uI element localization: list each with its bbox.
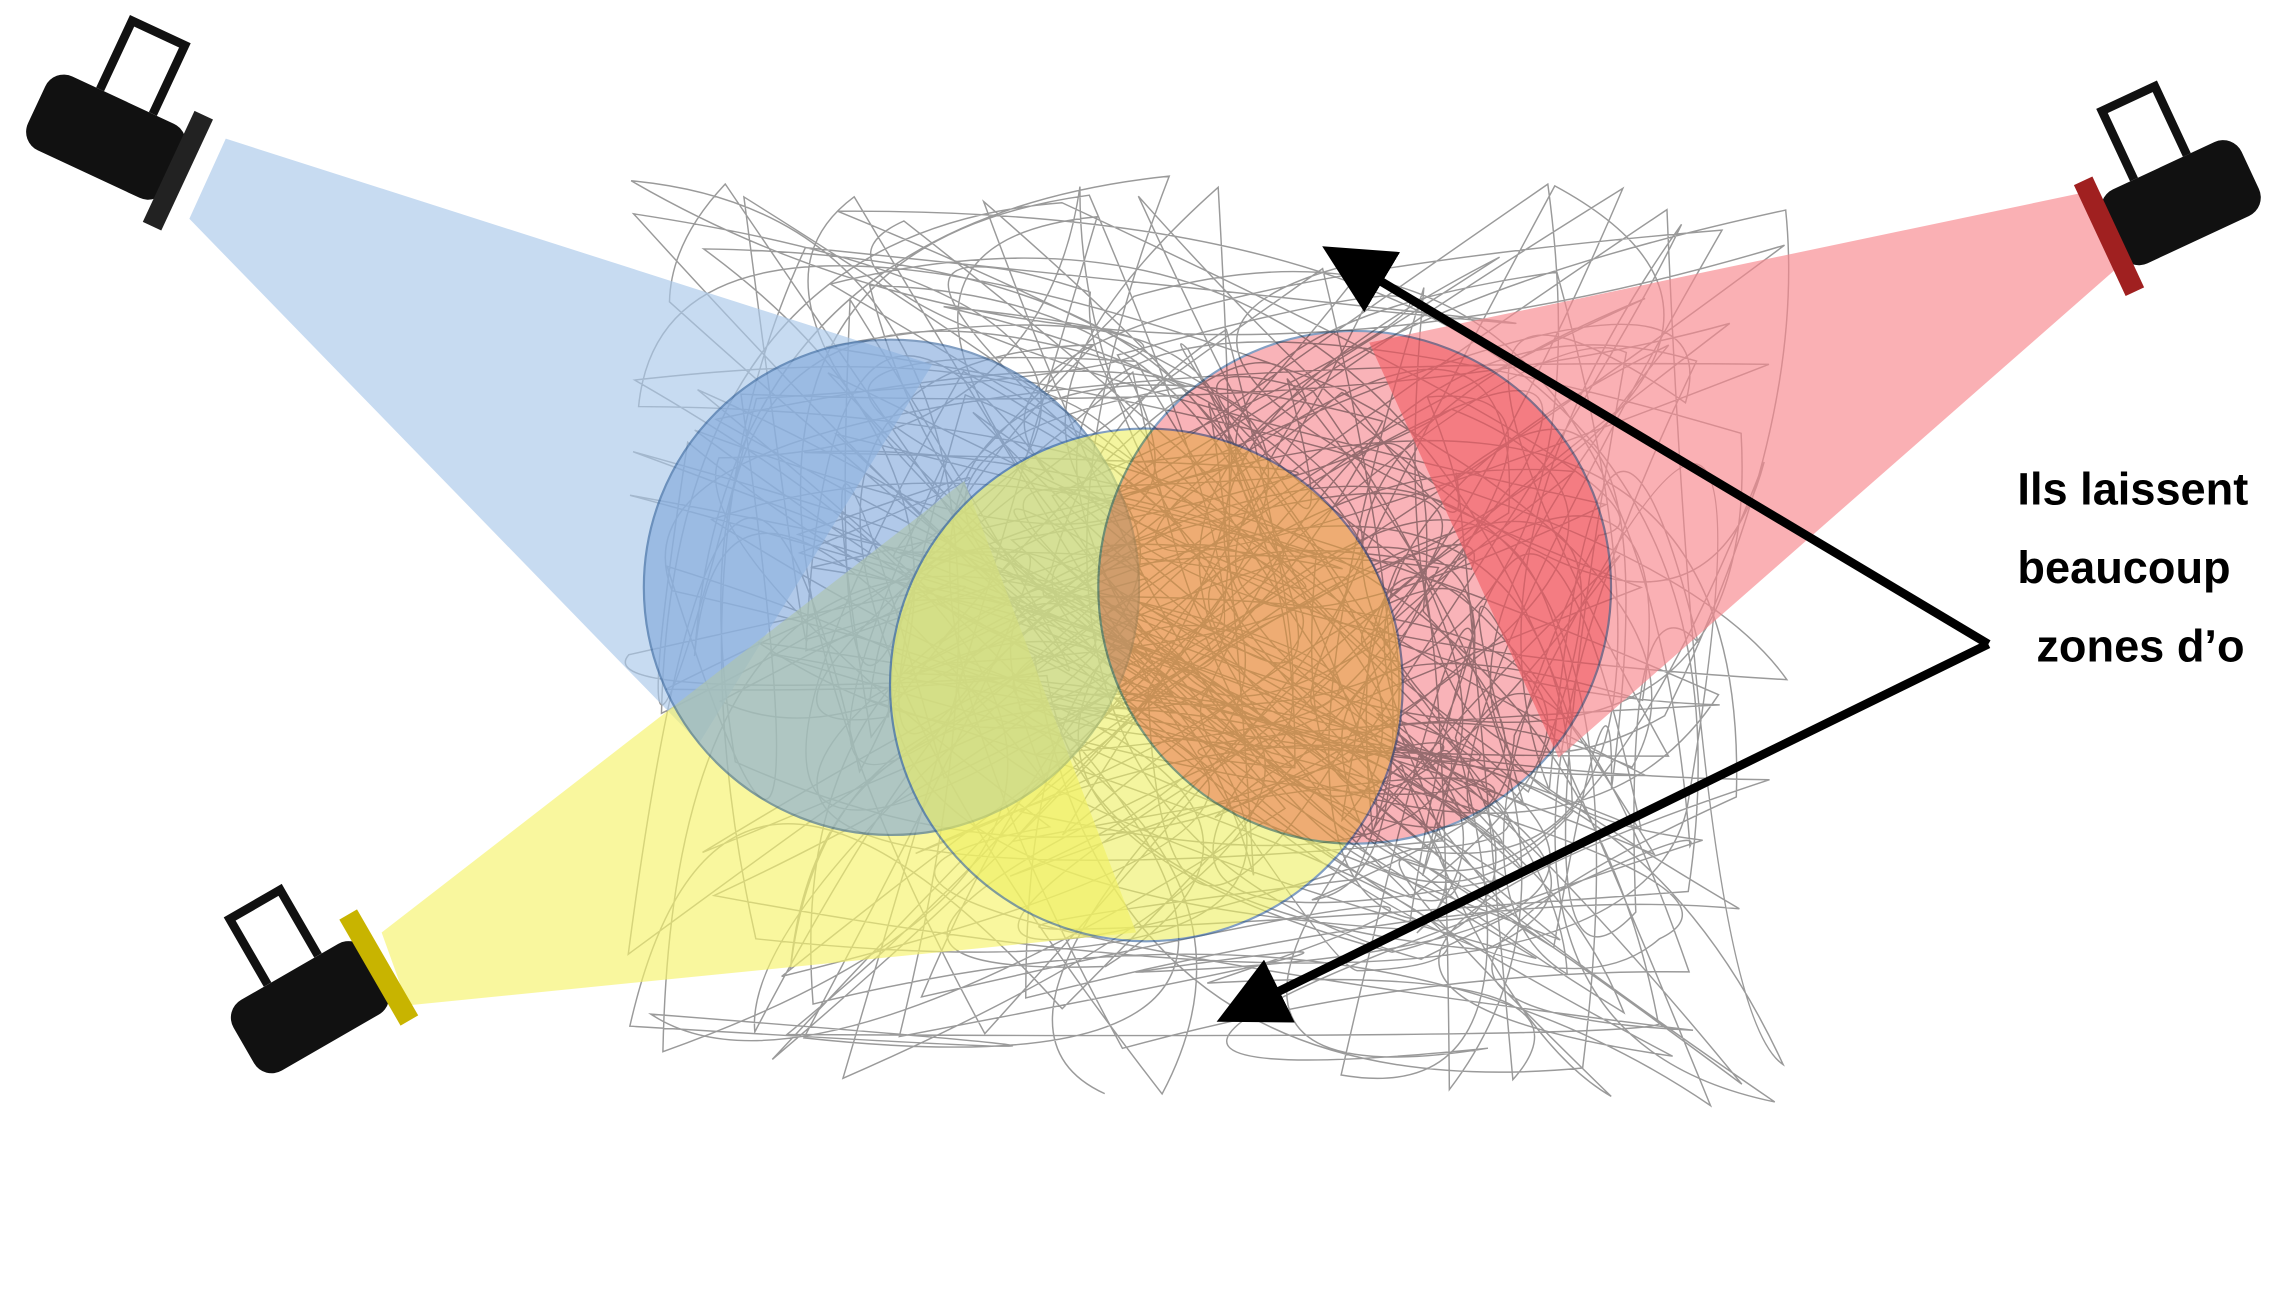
red-circle bbox=[1097, 329, 1613, 845]
annotation-line: zones d’o bbox=[2036, 621, 2244, 672]
spotlight-bottom-left bbox=[223, 883, 419, 1074]
spotlight-top-right bbox=[2073, 80, 2261, 296]
spotlight-top-left bbox=[26, 14, 213, 231]
annotation-line: Ils laissent bbox=[2017, 463, 2248, 514]
arrow bbox=[1216, 640, 1991, 1023]
annotation-line: beaucoup bbox=[2017, 542, 2230, 593]
arrow bbox=[1322, 246, 1991, 648]
